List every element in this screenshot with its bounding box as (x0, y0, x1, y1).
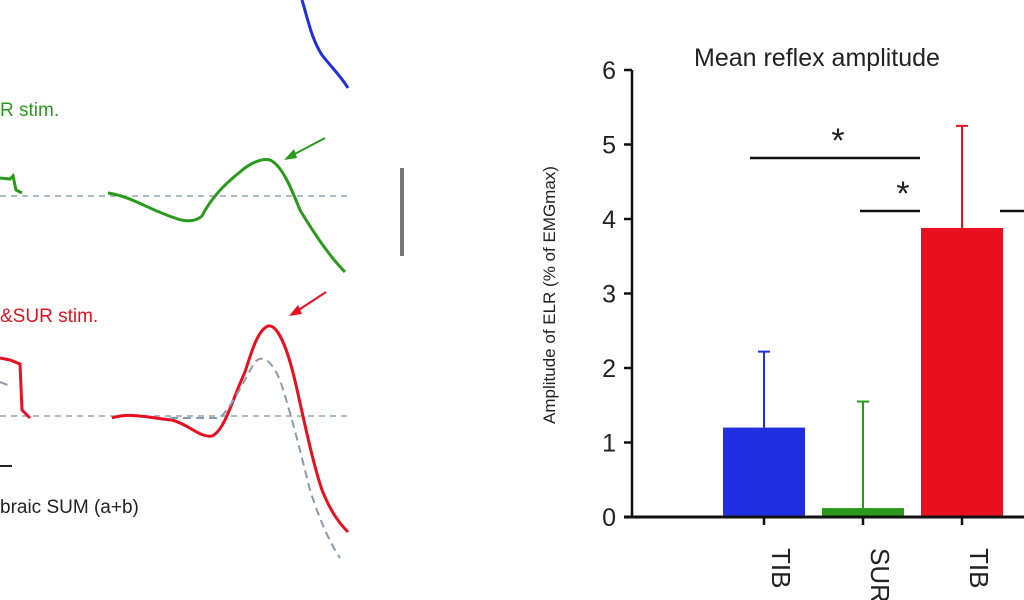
x-ticks: TIB SUR TIB (762, 517, 994, 600)
bar (921, 227, 1003, 517)
significance-star: * (831, 122, 844, 160)
sum-trace-label: braic SUM (a+b) (0, 497, 139, 518)
sur-trace-label: R stim. (0, 100, 59, 121)
significance-markers: ** (750, 122, 1024, 213)
x-tick-label: TIB (766, 548, 796, 588)
sum-trace (0, 357, 341, 559)
y-tick-label: 0 (602, 504, 616, 532)
y-tick-label: 4 (602, 206, 616, 234)
x-tick-label: TIB (964, 548, 994, 588)
sur-trace (107, 158, 347, 274)
sur-arrow (284, 137, 326, 160)
sur-trace-left (0, 172, 23, 195)
significance-star: * (896, 175, 909, 213)
tibsur-trace-left (0, 356, 32, 420)
tibsur-trace-label: &SUR stim. (0, 306, 98, 327)
y-tick-label: 2 (602, 355, 616, 383)
x-tick-label: SUR (865, 548, 895, 600)
bar (822, 508, 904, 517)
bar-chart: Mean reflex amplitude Amplitude of ELR (… (540, 44, 1024, 600)
chart-title: Mean reflex amplitude (694, 44, 940, 72)
y-tick-label: 5 (602, 132, 616, 160)
y-tick-label: 6 (602, 57, 616, 85)
y-ticks: 0 1 2 3 4 5 6 (602, 57, 632, 532)
trace-panel: R stim. &SUR stim. braic SUM (a+b) (0, 0, 404, 559)
tib-trace (300, 0, 350, 89)
bar (723, 427, 805, 517)
y-tick-label: 1 (602, 430, 616, 458)
tibsur-trace (111, 324, 350, 534)
y-tick-label: 3 (602, 281, 616, 309)
y-axis-label: Amplitude of ELR (% of EMGmax) (540, 166, 559, 424)
tibsur-arrow (289, 291, 327, 316)
bars (723, 124, 1003, 517)
